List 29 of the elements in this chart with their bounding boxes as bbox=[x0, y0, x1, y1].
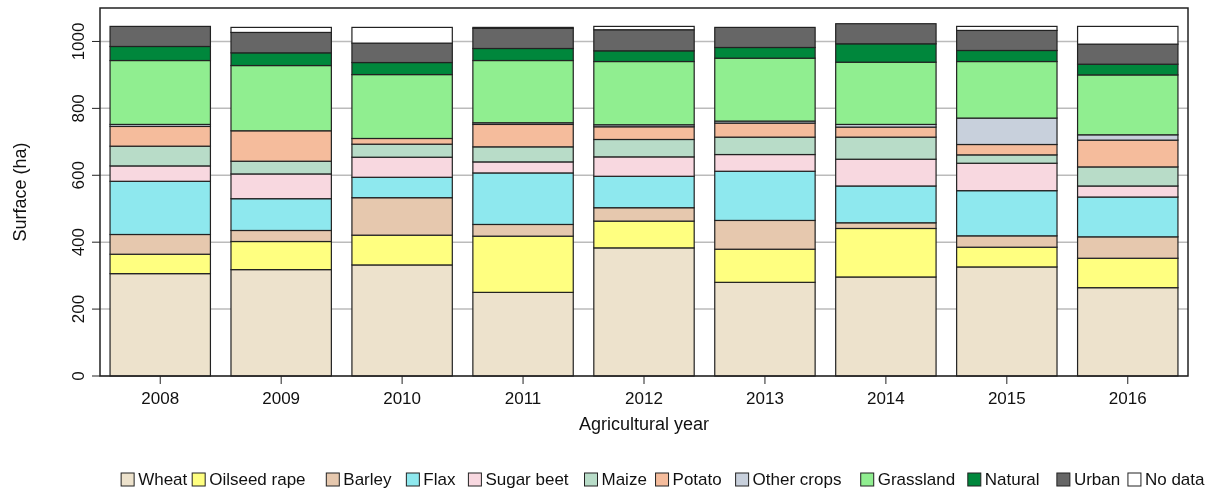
legend-label: Grassland bbox=[877, 470, 956, 489]
legend-label: Wheat bbox=[138, 470, 188, 489]
x-tick-label: 2010 bbox=[383, 389, 422, 408]
y-tick-label: 400 bbox=[69, 227, 88, 257]
x-tick-label: 2008 bbox=[141, 389, 180, 408]
legend-label: Barley bbox=[343, 470, 392, 489]
legend-label: Potato bbox=[672, 470, 722, 489]
y-tick-label: 800 bbox=[69, 94, 88, 123]
x-tick-label: 2012 bbox=[625, 389, 663, 408]
y-tick-label: 600 bbox=[69, 161, 88, 190]
legend-label: Sugar beet bbox=[485, 470, 569, 489]
legend-label: Oilseed rape bbox=[209, 470, 306, 489]
x-tick-label: 2016 bbox=[1108, 389, 1147, 408]
x-tick-label: 2013 bbox=[746, 389, 784, 408]
legend-label: Natural bbox=[984, 470, 1040, 489]
y-tick-label: 200 bbox=[69, 294, 88, 324]
legend-label: Urban bbox=[1073, 470, 1121, 489]
x-tick-label: 2015 bbox=[987, 389, 1026, 408]
x-tick-label: 2014 bbox=[866, 389, 905, 408]
y-tick-label: 0 bbox=[69, 371, 88, 381]
x-axis-title: Agricultural year bbox=[578, 414, 710, 434]
legend-label: Other crops bbox=[752, 470, 842, 489]
legend-label: Maize bbox=[601, 470, 647, 489]
legend-label: Flax bbox=[423, 470, 456, 489]
y-tick-label: 1000 bbox=[69, 22, 88, 61]
x-tick-label: 2009 bbox=[262, 389, 301, 408]
legend-label: No data bbox=[1144, 470, 1206, 489]
x-tick-label: 2011 bbox=[504, 389, 542, 408]
y-axis-title: Surface (ha) bbox=[10, 142, 30, 242]
